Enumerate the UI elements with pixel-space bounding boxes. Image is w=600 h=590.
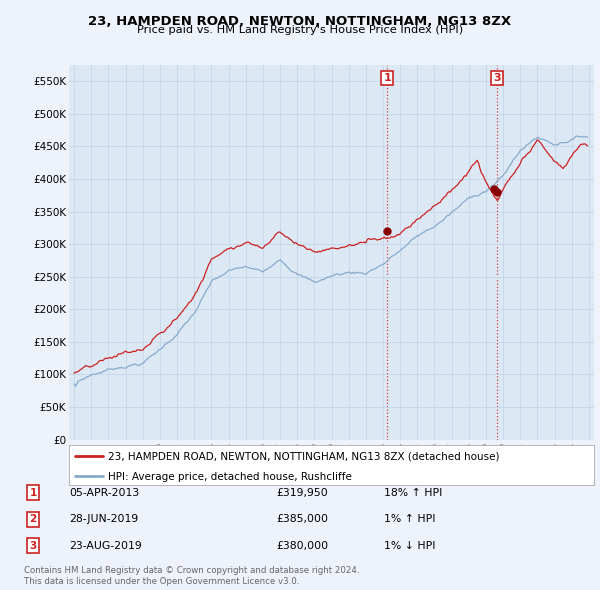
Text: Contains HM Land Registry data © Crown copyright and database right 2024.: Contains HM Land Registry data © Crown c… <box>24 566 359 575</box>
Text: 18% ↑ HPI: 18% ↑ HPI <box>384 488 442 497</box>
Text: 1: 1 <box>29 488 37 497</box>
Text: £380,000: £380,000 <box>276 541 328 550</box>
Text: 3: 3 <box>494 73 501 83</box>
Text: 1% ↓ HPI: 1% ↓ HPI <box>384 541 436 550</box>
Text: 28-JUN-2019: 28-JUN-2019 <box>69 514 138 524</box>
Text: 2: 2 <box>29 514 37 524</box>
Text: 05-APR-2013: 05-APR-2013 <box>69 488 139 497</box>
Text: 3: 3 <box>29 541 37 550</box>
Text: 23, HAMPDEN ROAD, NEWTON, NOTTINGHAM, NG13 8ZX: 23, HAMPDEN ROAD, NEWTON, NOTTINGHAM, NG… <box>88 15 512 28</box>
Text: HPI: Average price, detached house, Rushcliffe: HPI: Average price, detached house, Rush… <box>109 472 352 482</box>
Text: This data is licensed under the Open Government Licence v3.0.: This data is licensed under the Open Gov… <box>24 577 299 586</box>
Text: Price paid vs. HM Land Registry's House Price Index (HPI): Price paid vs. HM Land Registry's House … <box>137 25 463 35</box>
Text: £385,000: £385,000 <box>276 514 328 524</box>
Text: 1% ↑ HPI: 1% ↑ HPI <box>384 514 436 524</box>
Text: 23, HAMPDEN ROAD, NEWTON, NOTTINGHAM, NG13 8ZX (detached house): 23, HAMPDEN ROAD, NEWTON, NOTTINGHAM, NG… <box>109 452 500 462</box>
Text: £319,950: £319,950 <box>276 488 328 497</box>
Text: 23-AUG-2019: 23-AUG-2019 <box>69 541 142 550</box>
Text: 1: 1 <box>383 73 391 83</box>
